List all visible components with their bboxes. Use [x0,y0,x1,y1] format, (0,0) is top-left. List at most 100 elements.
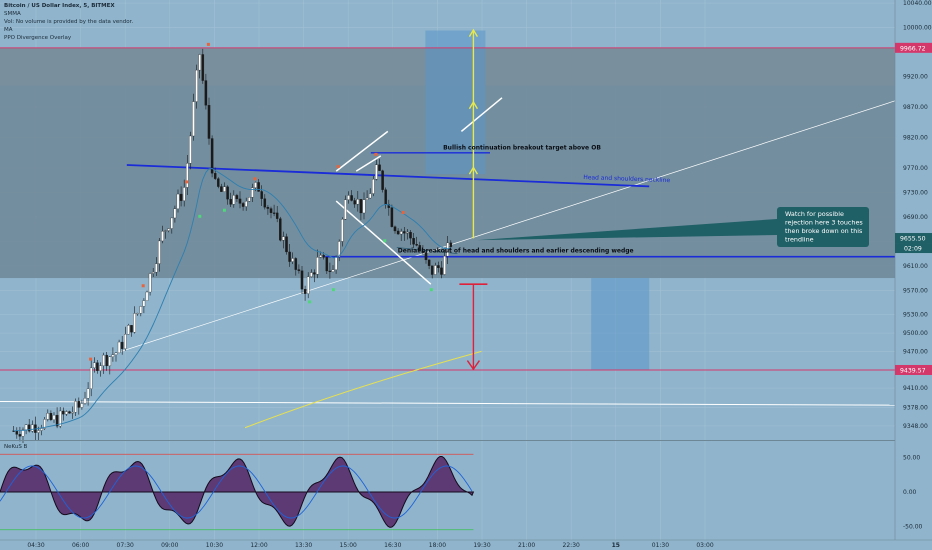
candle-body [316,257,319,275]
y-tick-label: 9770.00 [903,165,928,172]
candle-body [341,219,344,242]
target-annotation: Bullish continuation breakout target abo… [443,145,601,152]
candle-body [89,367,93,389]
candle-body [142,300,146,307]
candle-body [399,231,403,235]
current-price-badge: 9655.50 [900,236,926,243]
callout-box [777,207,869,247]
indicator-vol[interactable]: Vol: No volume is provided by the data v… [4,19,134,25]
sell-signal-marker [253,177,257,181]
buy-signal-marker [198,214,202,218]
x-tick-label: 18:00 [429,542,446,549]
buy-signal-marker [429,288,433,292]
candle-body [437,265,440,268]
indicator-ma[interactable]: MA [4,27,13,33]
indicator-smma[interactable]: SMMA [4,11,21,17]
candle-body [15,430,19,435]
candle-body [303,288,307,294]
candle-body [195,69,198,102]
target-arrowhead [468,28,479,38]
x-tick-label: 21:00 [518,542,535,549]
candle-body [254,182,257,188]
candle-body [86,388,90,399]
projection-zone-lower [591,278,650,370]
candle-body [275,212,279,219]
candle-body [186,163,189,188]
candle-body [204,80,208,106]
candle-body [43,419,46,429]
x-tick-label: 03:00 [696,542,713,549]
y-tick-label: 9920.00 [903,73,928,80]
target-arrowhead-3 [468,166,479,175]
sell-signal-marker [185,180,189,184]
candle-body [412,238,415,245]
time-axis: 04:30 06:00 07:30 09:00 10:30 12:00 13:30 15:00… [0,539,932,549]
candle-body [263,198,267,208]
neckline [126,164,650,188]
candle-body [148,273,152,293]
candle-body [111,354,115,357]
candle-body [372,179,375,194]
candle-body [80,403,84,408]
candle-body [279,218,282,241]
oscillator-label[interactable]: NeKuS B [4,444,28,450]
support-price-badge: 9439.57 [900,367,926,374]
candle-body [365,197,369,200]
candle-body [12,430,15,432]
indicator-ppo[interactable]: PPO Divergence Overlay [4,35,72,41]
candle-body [434,265,437,275]
drawing-lines [0,28,896,429]
candle-body [114,352,118,355]
neckline-annotation: Head and shoulders neckline [583,174,670,184]
candle-body [93,362,96,369]
current-price-badge-bg [895,233,932,244]
osc-tick-label: -50.00 [903,523,923,530]
white-support-line [0,401,896,406]
callout-pointer [477,219,777,241]
candle-body [189,135,192,164]
candle-body [105,354,108,367]
candle-body [415,244,418,246]
candle-body [213,173,217,179]
y-tick-label: 9610.00 [903,263,928,270]
y-tick-label: 9500.00 [903,330,928,337]
osc-tick-label: 0.00 [903,489,917,496]
buy-signal-marker [222,208,226,212]
down-arrowhead [466,360,480,371]
x-tick-label: 12:00 [250,542,267,549]
candle-body [403,231,406,234]
candle-body [151,271,155,274]
osc-signal-line [0,465,473,519]
candle-body [176,193,180,209]
y-tick-label: 9530.00 [903,312,928,319]
chart-title: Bitcoin / US Dollar Index, 5, BITMEX [4,3,115,9]
candle-body [139,306,143,314]
x-tick-label: 07:30 [117,542,134,549]
candle-body [297,269,301,271]
candle-body [409,231,412,239]
candle-body [31,424,34,432]
candle-body [430,265,434,275]
y-tick-label: 9870.00 [903,104,928,111]
candle-body [235,195,239,200]
candle-body [368,193,372,199]
candle-body [285,236,288,253]
candle-body [427,259,431,266]
candle-body [120,341,124,349]
candle-body [161,231,164,242]
candle-body [310,272,313,277]
candle-body [27,424,31,432]
denial-annotation: Denial breakout of head and shoulders an… [398,247,634,254]
candle-body [192,101,195,137]
candle-body [331,269,335,272]
candle-body [58,410,62,427]
candle-body [288,251,291,262]
axis-background [895,0,932,550]
candle-body [443,255,446,275]
candle-body [226,186,229,200]
x-tick-label: 09:00 [161,542,178,549]
sell-signal-marker [141,284,145,288]
x-tick-label: 13:30 [295,542,312,549]
candle-body [65,411,68,415]
